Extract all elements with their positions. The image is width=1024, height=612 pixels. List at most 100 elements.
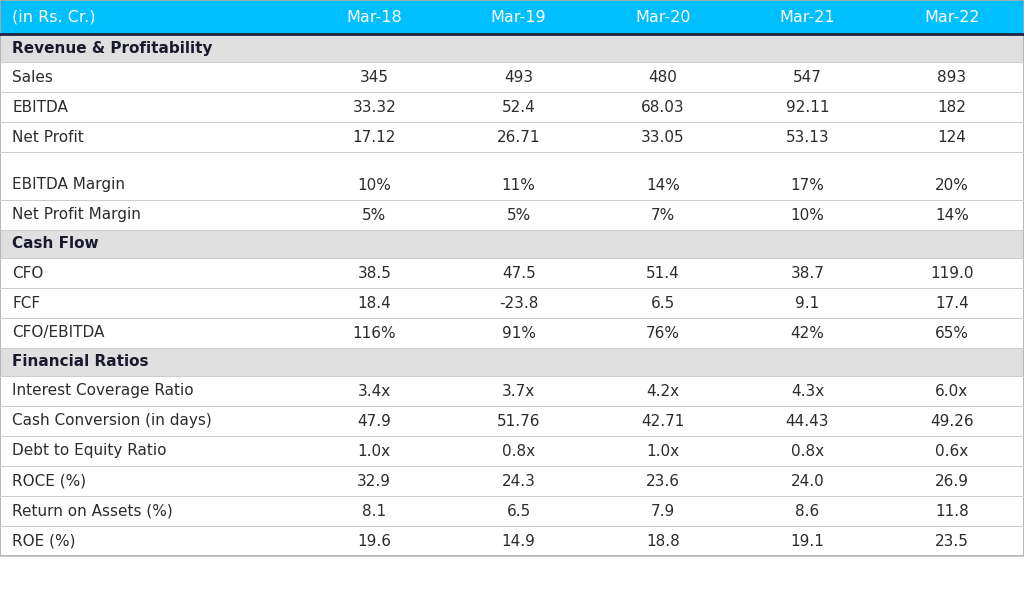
Text: 18.4: 18.4 bbox=[357, 296, 391, 310]
Text: 0.6x: 0.6x bbox=[935, 444, 969, 458]
Bar bbox=[0, 288, 1024, 318]
Text: 18.8: 18.8 bbox=[646, 534, 680, 548]
Bar bbox=[0, 348, 1024, 376]
Bar bbox=[0, 466, 1024, 496]
Bar bbox=[0, 526, 1024, 556]
Text: 4.3x: 4.3x bbox=[791, 384, 824, 398]
Bar bbox=[0, 62, 1024, 92]
Text: EBITDA Margin: EBITDA Margin bbox=[12, 177, 125, 193]
Text: 4.2x: 4.2x bbox=[646, 384, 680, 398]
Text: 51.4: 51.4 bbox=[646, 266, 680, 280]
Bar bbox=[0, 406, 1024, 436]
Text: 345: 345 bbox=[359, 70, 389, 84]
Text: 0.8x: 0.8x bbox=[502, 444, 536, 458]
Text: -23.8: -23.8 bbox=[499, 296, 539, 310]
Text: 17.12: 17.12 bbox=[352, 130, 396, 144]
Text: ROE (%): ROE (%) bbox=[12, 534, 76, 548]
Text: 38.7: 38.7 bbox=[791, 266, 824, 280]
Text: Interest Coverage Ratio: Interest Coverage Ratio bbox=[12, 384, 194, 398]
Text: Revenue & Profitability: Revenue & Profitability bbox=[12, 40, 213, 56]
Text: CFO/EBITDA: CFO/EBITDA bbox=[12, 326, 104, 340]
Text: 32.9: 32.9 bbox=[357, 474, 391, 488]
Text: 68.03: 68.03 bbox=[641, 100, 685, 114]
Bar bbox=[0, 152, 1024, 170]
Text: 19.1: 19.1 bbox=[791, 534, 824, 548]
Text: Cash Conversion (in days): Cash Conversion (in days) bbox=[12, 414, 212, 428]
Text: 1.0x: 1.0x bbox=[357, 444, 391, 458]
Text: 42.71: 42.71 bbox=[641, 414, 685, 428]
Text: 8.1: 8.1 bbox=[362, 504, 386, 518]
Text: 19.6: 19.6 bbox=[357, 534, 391, 548]
Text: 5%: 5% bbox=[362, 207, 386, 223]
Text: Mar-18: Mar-18 bbox=[346, 10, 402, 24]
Text: 17%: 17% bbox=[791, 177, 824, 193]
Text: 10%: 10% bbox=[357, 177, 391, 193]
Text: Financial Ratios: Financial Ratios bbox=[12, 354, 148, 370]
Text: 480: 480 bbox=[648, 70, 678, 84]
Text: CFO: CFO bbox=[12, 266, 43, 280]
Text: 8.6: 8.6 bbox=[796, 504, 819, 518]
Text: 26.9: 26.9 bbox=[935, 474, 969, 488]
Text: 1.0x: 1.0x bbox=[646, 444, 680, 458]
Text: 14%: 14% bbox=[935, 207, 969, 223]
Text: 6.5: 6.5 bbox=[507, 504, 530, 518]
Text: 42%: 42% bbox=[791, 326, 824, 340]
Text: 0.8x: 0.8x bbox=[791, 444, 824, 458]
Text: Mar-22: Mar-22 bbox=[924, 10, 980, 24]
Bar bbox=[0, 0, 1024, 34]
Text: 116%: 116% bbox=[352, 326, 396, 340]
Bar bbox=[0, 122, 1024, 152]
Text: 20%: 20% bbox=[935, 177, 969, 193]
Text: 26.71: 26.71 bbox=[497, 130, 541, 144]
Text: 33.32: 33.32 bbox=[352, 100, 396, 114]
Text: 7.9: 7.9 bbox=[651, 504, 675, 518]
Text: 893: 893 bbox=[937, 70, 967, 84]
Text: Net Profit Margin: Net Profit Margin bbox=[12, 207, 141, 223]
Text: ROCE (%): ROCE (%) bbox=[12, 474, 86, 488]
Text: Net Profit: Net Profit bbox=[12, 130, 84, 144]
Text: 52.4: 52.4 bbox=[502, 100, 536, 114]
Text: 65%: 65% bbox=[935, 326, 969, 340]
Text: 5%: 5% bbox=[507, 207, 530, 223]
Text: Mar-19: Mar-19 bbox=[490, 10, 547, 24]
Text: 3.7x: 3.7x bbox=[502, 384, 536, 398]
Text: 6.0x: 6.0x bbox=[935, 384, 969, 398]
Text: 3.4x: 3.4x bbox=[357, 384, 391, 398]
Bar bbox=[0, 436, 1024, 466]
Text: Mar-20: Mar-20 bbox=[635, 10, 691, 24]
Text: 33.05: 33.05 bbox=[641, 130, 685, 144]
Text: 7%: 7% bbox=[651, 207, 675, 223]
Text: 11%: 11% bbox=[502, 177, 536, 193]
Text: 9.1: 9.1 bbox=[796, 296, 819, 310]
Text: 124: 124 bbox=[937, 130, 967, 144]
Text: (in Rs. Cr.): (in Rs. Cr.) bbox=[12, 10, 95, 24]
Text: 91%: 91% bbox=[502, 326, 536, 340]
Text: 51.76: 51.76 bbox=[497, 414, 541, 428]
Text: Debt to Equity Ratio: Debt to Equity Ratio bbox=[12, 444, 167, 458]
Text: 14.9: 14.9 bbox=[502, 534, 536, 548]
Text: Mar-21: Mar-21 bbox=[779, 10, 836, 24]
Bar bbox=[0, 92, 1024, 122]
Text: 23.6: 23.6 bbox=[646, 474, 680, 488]
Text: 182: 182 bbox=[937, 100, 967, 114]
Text: 47.9: 47.9 bbox=[357, 414, 391, 428]
Bar bbox=[0, 34, 1024, 62]
Text: 76%: 76% bbox=[646, 326, 680, 340]
Text: 44.43: 44.43 bbox=[785, 414, 829, 428]
Text: 47.5: 47.5 bbox=[502, 266, 536, 280]
Text: 92.11: 92.11 bbox=[785, 100, 829, 114]
Bar bbox=[0, 230, 1024, 258]
Text: 24.0: 24.0 bbox=[791, 474, 824, 488]
Text: 24.3: 24.3 bbox=[502, 474, 536, 488]
Bar bbox=[0, 496, 1024, 526]
Text: Cash Flow: Cash Flow bbox=[12, 236, 98, 252]
Text: 38.5: 38.5 bbox=[357, 266, 391, 280]
Bar bbox=[0, 318, 1024, 348]
Text: EBITDA: EBITDA bbox=[12, 100, 68, 114]
Text: FCF: FCF bbox=[12, 296, 40, 310]
Text: Return on Assets (%): Return on Assets (%) bbox=[12, 504, 173, 518]
Text: 17.4: 17.4 bbox=[935, 296, 969, 310]
Text: 493: 493 bbox=[504, 70, 534, 84]
Text: 14%: 14% bbox=[646, 177, 680, 193]
Text: 23.5: 23.5 bbox=[935, 534, 969, 548]
